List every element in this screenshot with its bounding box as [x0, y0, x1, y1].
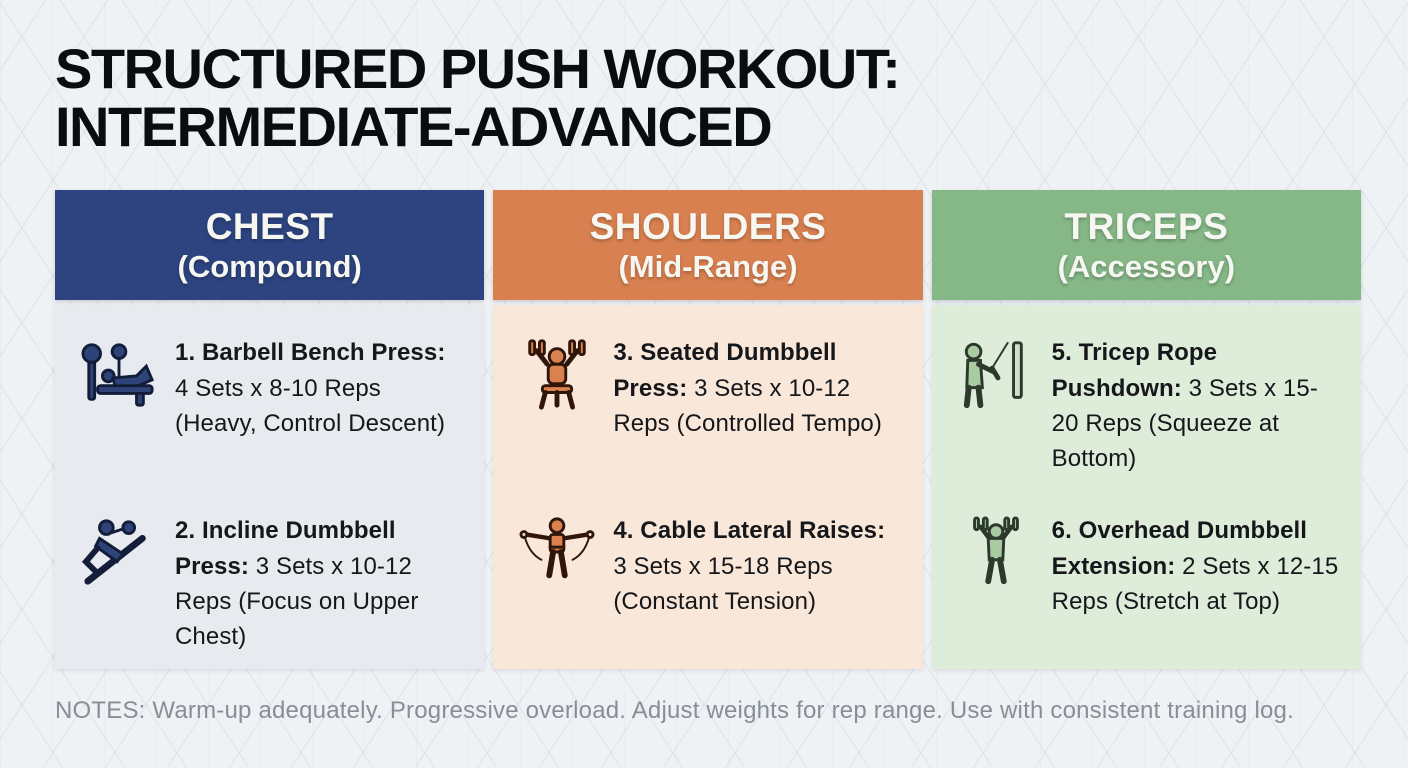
- exercise-name: 4. Cable Lateral Raises:: [613, 517, 886, 545]
- shoulders-header: SHOULDERS (Mid-Range): [493, 190, 923, 301]
- overhead-dumbbell-extension-icon: [956, 513, 1036, 589]
- exercise-details: 3 Sets x 10-12 Reps (Controlled Tempo): [613, 374, 882, 437]
- exercise-details: 4 Sets x 8-10 Reps (Heavy, Control Desce…: [175, 374, 446, 437]
- page-title: STRUCTURED PUSH WORKOUT: INTERMEDIATE-AD…: [55, 37, 1360, 159]
- seated-dumbbell-press-icon: [517, 335, 597, 411]
- column-shoulders: SHOULDERS (Mid-Range): [493, 190, 923, 670]
- shoulders-header-title: SHOULDERS: [589, 206, 827, 248]
- shoulders-body: 3. Seated Dumbbell Press: 3 Sets x 10-12…: [493, 305, 923, 670]
- incline-dumbbell-press-icon: [79, 513, 159, 589]
- exercise-text: 2. Incline Dumbbell Press: 3 Sets x 10-1…: [175, 513, 464, 653]
- exercise-text: 5. Tricep Rope Pushdown: 3 Sets x 15-20 …: [1052, 335, 1341, 475]
- triceps-header-title: TRICEPS: [1064, 206, 1229, 248]
- workout-poster: STRUCTURED PUSH WORKOUT: INTERMEDIATE-AD…: [55, 37, 1361, 725]
- exercise-name: 6. Overhead Dumbbell Extension:: [1051, 517, 1308, 580]
- exercise-details: 3 Sets x 15-20 Reps (Squeeze at Bottom): [1051, 374, 1318, 472]
- exercise-text: 4. Cable Lateral Raises: 3 Sets x 15-18 …: [613, 513, 902, 618]
- exercise-details: 3 Sets x 15-18 Reps (Constant Tension): [613, 552, 833, 615]
- tricep-rope-pushdown-icon: [956, 335, 1036, 411]
- bench-press-icon: [79, 335, 159, 411]
- triceps-header-subtitle: (Accessory): [1057, 248, 1236, 284]
- shoulders-header-subtitle: (Mid-Range): [618, 248, 798, 284]
- exercise-text: 1. Barbell Bench Press: 4 Sets x 8-10 Re…: [175, 335, 464, 440]
- cable-lateral-raise-icon: [517, 513, 597, 589]
- chest-header: CHEST (Compound): [55, 190, 485, 301]
- exercise-name: 1. Barbell Bench Press:: [175, 339, 446, 367]
- exercise-item-3: 3. Seated Dumbbell Press: 3 Sets x 10-12…: [517, 335, 902, 513]
- exercise-name: 3. Seated Dumbbell Press:: [613, 339, 837, 402]
- chest-header-title: CHEST: [205, 206, 334, 248]
- exercise-name: 5. Tricep Rope Pushdown:: [1051, 339, 1218, 402]
- chest-body: 1. Barbell Bench Press: 4 Sets x 8-10 Re…: [55, 305, 485, 670]
- column-triceps: TRICEPS (Accessory): [931, 190, 1361, 670]
- column-chest: CHEST (Compound): [55, 190, 485, 670]
- exercise-text: 3. Seated Dumbbell Press: 3 Sets x 10-12…: [613, 335, 902, 440]
- exercise-name: 2. Incline Dumbbell Press:: [175, 517, 396, 580]
- exercise-item-5: 5. Tricep Rope Pushdown: 3 Sets x 15-20 …: [956, 335, 1341, 513]
- triceps-body: 5. Tricep Rope Pushdown: 3 Sets x 15-20 …: [931, 305, 1361, 670]
- triceps-header: TRICEPS (Accessory): [931, 190, 1361, 301]
- chest-header-subtitle: (Compound): [177, 248, 362, 284]
- exercise-item-1: 1. Barbell Bench Press: 4 Sets x 8-10 Re…: [79, 335, 464, 513]
- workout-grid: CHEST (Compound): [55, 190, 1361, 670]
- page-title-line1: STRUCTURED PUSH WORKOUT:: [55, 37, 901, 100]
- page-title-line2: INTERMEDIATE-ADVANCED: [55, 95, 773, 159]
- exercise-text: 6. Overhead Dumbbell Extension: 2 Sets x…: [1052, 513, 1341, 618]
- notes-text: NOTES: Warm-up adequately. Progressive o…: [55, 697, 1294, 725]
- exercise-item-6: 6. Overhead Dumbbell Extension: 2 Sets x…: [956, 513, 1341, 618]
- exercise-item-4: 4. Cable Lateral Raises: 3 Sets x 15-18 …: [517, 513, 902, 618]
- exercise-item-2: 2. Incline Dumbbell Press: 3 Sets x 10-1…: [79, 513, 464, 653]
- exercise-details: 2 Sets x 12-15 Reps (Stretch at Top): [1051, 552, 1339, 615]
- exercise-details: 3 Sets x 10-12 Reps (Focus on Upper Ches…: [175, 552, 419, 650]
